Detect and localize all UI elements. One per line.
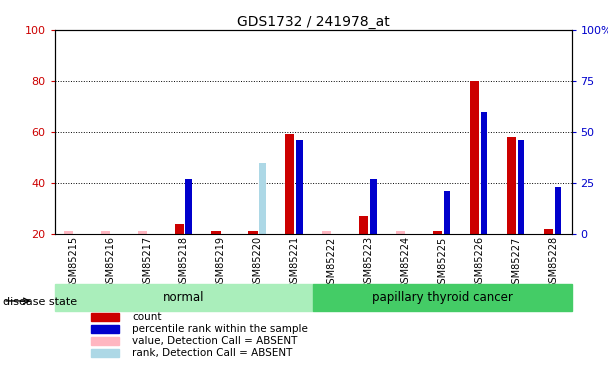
Text: GSM85223: GSM85223 [364,236,373,290]
Bar [174,224,184,234]
Bar [285,135,294,234]
Bar [185,179,192,234]
Text: GSM85220: GSM85220 [253,236,263,290]
Text: GSM85216: GSM85216 [105,236,115,290]
Bar [554,187,561,234]
Text: value, Detection Call = ABSENT: value, Detection Call = ABSENT [133,336,297,346]
Text: disease state: disease state [3,297,77,307]
Bar [91,349,119,357]
Title: GDS1732 / 241978_at: GDS1732 / 241978_at [237,15,390,29]
Bar [470,81,479,234]
Bar [212,231,221,234]
Text: GSM85218: GSM85218 [179,236,189,290]
Text: GSM85217: GSM85217 [142,236,152,290]
Text: GSM85219: GSM85219 [216,236,226,290]
Text: normal: normal [163,291,205,304]
Bar [517,140,524,234]
Bar [91,313,119,321]
Text: GSM85215: GSM85215 [68,236,78,290]
Text: papillary thyroid cancer: papillary thyroid cancer [372,291,513,304]
Bar [296,140,303,234]
Bar [544,229,553,234]
Bar [313,284,572,311]
Bar [359,216,368,234]
Bar [55,284,313,311]
Bar [101,231,110,234]
Bar [64,231,73,234]
Text: GSM85221: GSM85221 [289,236,300,290]
Text: GSM85224: GSM85224 [401,236,410,290]
Text: GSM85227: GSM85227 [511,236,521,290]
Bar [396,231,405,234]
Bar [433,231,442,234]
Text: GSM85222: GSM85222 [326,236,337,290]
Bar [91,325,119,333]
Bar [444,191,451,234]
Text: rank, Detection Call = ABSENT: rank, Detection Call = ABSENT [133,348,292,358]
Text: GSM85228: GSM85228 [548,236,558,290]
Bar [91,337,119,345]
Bar [481,111,488,234]
Bar [370,179,376,234]
Text: GSM85226: GSM85226 [474,236,484,290]
Bar [248,231,258,234]
Bar [137,231,147,234]
Text: percentile rank within the sample: percentile rank within the sample [133,324,308,334]
Bar [506,137,516,234]
Bar [322,231,331,234]
Bar [259,162,266,234]
Text: count: count [133,312,162,322]
Text: GSM85225: GSM85225 [437,236,447,290]
